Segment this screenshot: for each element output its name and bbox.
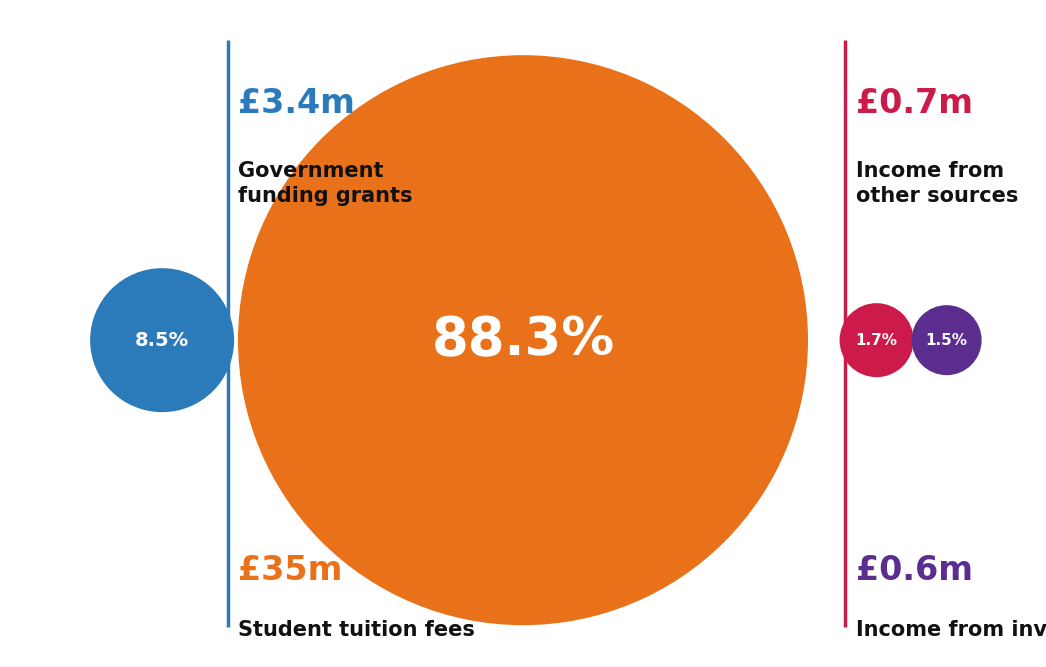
Text: 1.5%: 1.5%	[926, 333, 968, 348]
Ellipse shape	[238, 55, 808, 625]
Text: Student tuition fees: Student tuition fees	[238, 620, 475, 640]
Text: Income from investments: Income from investments	[856, 620, 1046, 640]
Text: £35m: £35m	[238, 554, 343, 587]
Text: £3.4m: £3.4m	[238, 87, 356, 120]
Ellipse shape	[90, 268, 234, 412]
Text: 1.7%: 1.7%	[856, 333, 897, 348]
Text: Income from
other sources: Income from other sources	[856, 161, 1018, 206]
Text: 8.5%: 8.5%	[135, 331, 189, 350]
Text: £0.7m: £0.7m	[856, 87, 973, 120]
Text: 88.3%: 88.3%	[431, 314, 615, 366]
Text: Government
funding grants: Government funding grants	[238, 161, 413, 206]
Text: £0.6m: £0.6m	[856, 554, 973, 587]
Ellipse shape	[840, 303, 913, 377]
Ellipse shape	[912, 305, 981, 375]
